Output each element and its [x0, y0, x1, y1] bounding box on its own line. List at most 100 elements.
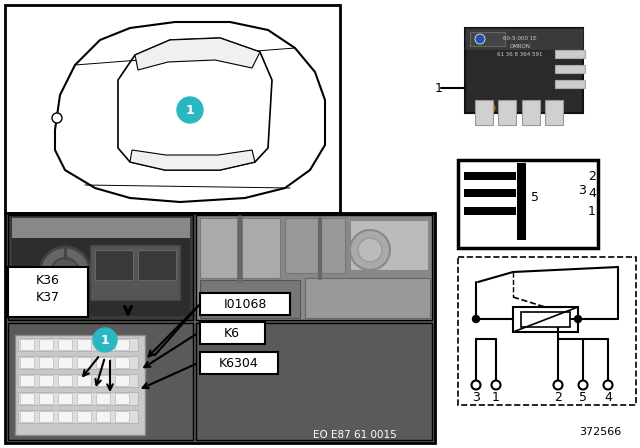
Bar [196, 323, 432, 440]
Bar [20, 411, 34, 422]
Text: 1: 1 [492, 391, 500, 404]
Bar [465, 28, 583, 50]
Text: OMRON: OMRON [509, 43, 531, 48]
Bar [18, 410, 138, 423]
Circle shape [475, 34, 485, 44]
Text: 4: 4 [588, 186, 596, 199]
Bar [77, 339, 91, 350]
Text: 61 36 8 364 591: 61 36 8 364 591 [497, 52, 543, 56]
Bar [58, 339, 72, 350]
Bar [464, 172, 516, 180]
Bar [465, 28, 583, 113]
Circle shape [579, 380, 588, 389]
Text: 60-5-000 1E: 60-5-000 1E [503, 35, 537, 40]
Text: 5: 5 [579, 391, 587, 404]
Text: 372566: 372566 [579, 427, 621, 437]
Bar [12, 218, 190, 316]
Polygon shape [130, 150, 255, 170]
Bar [555, 80, 585, 88]
Bar [77, 393, 91, 404]
Bar [470, 32, 505, 46]
Bar [77, 375, 91, 386]
Bar [8, 215, 193, 320]
Bar [20, 339, 34, 350]
Bar [96, 357, 110, 368]
Bar [58, 411, 72, 422]
Bar [458, 257, 636, 405]
Text: EO E87 61 0015: EO E87 61 0015 [313, 430, 397, 440]
Circle shape [177, 97, 203, 123]
Bar [545, 100, 563, 125]
Circle shape [350, 230, 390, 270]
Bar [96, 393, 110, 404]
Circle shape [51, 258, 79, 286]
Bar [8, 267, 88, 317]
Bar [20, 375, 34, 386]
Text: 3: 3 [578, 184, 586, 197]
Bar [138, 250, 176, 280]
Text: K37: K37 [36, 290, 60, 303]
Circle shape [93, 328, 117, 352]
Bar [18, 374, 138, 387]
Bar [115, 393, 129, 404]
Bar [555, 65, 585, 73]
Bar [475, 100, 493, 125]
Bar [39, 411, 53, 422]
Polygon shape [55, 22, 325, 202]
Bar [115, 411, 129, 422]
Circle shape [40, 247, 90, 297]
Text: 3: 3 [472, 391, 480, 404]
Bar [464, 189, 516, 197]
Circle shape [492, 380, 500, 389]
Bar [498, 100, 516, 125]
Bar [20, 393, 34, 404]
Text: I01068: I01068 [223, 297, 267, 310]
Bar [18, 338, 138, 351]
Text: 4: 4 [604, 391, 612, 404]
Circle shape [604, 380, 612, 389]
Bar [517, 163, 526, 240]
Bar [39, 339, 53, 350]
Circle shape [485, 103, 495, 113]
Circle shape [358, 238, 382, 262]
Bar [115, 339, 129, 350]
Text: 1: 1 [588, 204, 596, 217]
Bar [5, 213, 435, 443]
Circle shape [472, 380, 481, 389]
Text: 5: 5 [531, 190, 539, 203]
Bar [464, 207, 516, 215]
Bar [521, 312, 570, 327]
Text: K36: K36 [36, 273, 60, 287]
Bar [196, 215, 432, 320]
Bar [200, 322, 265, 344]
Bar [115, 375, 129, 386]
Bar [58, 357, 72, 368]
Bar [8, 323, 193, 440]
Circle shape [61, 268, 69, 276]
Bar [350, 220, 428, 270]
Bar [200, 218, 280, 278]
Bar [522, 100, 540, 125]
Bar [96, 411, 110, 422]
Bar [39, 393, 53, 404]
Bar [15, 335, 145, 435]
Polygon shape [118, 38, 272, 170]
Bar [95, 250, 133, 280]
Bar [12, 218, 190, 238]
Bar [115, 357, 129, 368]
Bar [20, 357, 34, 368]
Text: 1: 1 [186, 103, 195, 116]
Bar [200, 293, 290, 315]
Bar [18, 392, 138, 405]
Text: 2: 2 [554, 391, 562, 404]
Text: 1: 1 [435, 82, 443, 95]
Circle shape [472, 315, 479, 323]
Text: 2: 2 [588, 169, 596, 182]
Bar [513, 307, 578, 332]
Text: 1: 1 [100, 333, 109, 346]
Text: K6: K6 [224, 327, 240, 340]
Text: K6304: K6304 [219, 357, 259, 370]
Bar [18, 356, 138, 369]
Bar [200, 352, 278, 374]
Bar [5, 5, 340, 213]
